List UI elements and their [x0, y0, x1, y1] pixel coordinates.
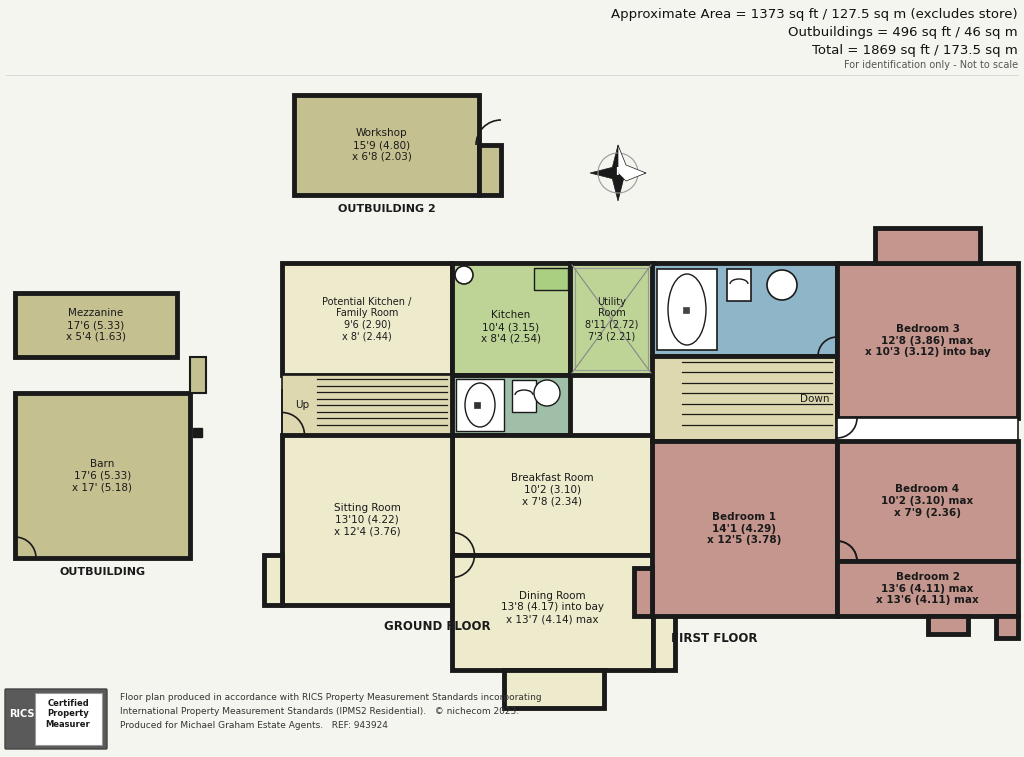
- Circle shape: [455, 266, 473, 284]
- Circle shape: [767, 270, 797, 300]
- FancyBboxPatch shape: [35, 693, 102, 745]
- Ellipse shape: [465, 383, 495, 427]
- Text: OUTBUILDING 2: OUTBUILDING 2: [338, 204, 435, 214]
- Bar: [652, 263, 837, 356]
- Bar: [474, 402, 480, 408]
- Bar: [653, 615, 675, 670]
- Text: Bedroom 3
12'8 (3.86) max
x 10'3 (3.12) into bay: Bedroom 3 12'8 (3.86) max x 10'3 (3.12) …: [864, 324, 990, 357]
- Bar: [452, 435, 653, 555]
- Text: Bedroom 1
14'1 (4.29)
x 12'5 (3.78): Bedroom 1 14'1 (4.29) x 12'5 (3.78): [708, 512, 781, 545]
- Bar: [479, 145, 501, 195]
- Text: GROUND FLOOR: GROUND FLOOR: [384, 621, 490, 634]
- Text: Utility
Room
8'11 (2.72)
7'3 (2.21): Utility Room 8'11 (2.72) 7'3 (2.21): [585, 297, 638, 341]
- Polygon shape: [590, 145, 646, 201]
- Text: Breakfast Room
10'2 (3.10)
x 7'8 (2.34): Breakfast Room 10'2 (3.10) x 7'8 (2.34): [511, 473, 594, 506]
- Text: Bedroom 2
13'6 (4.11) max
x 13'6 (4.11) max: Bedroom 2 13'6 (4.11) max x 13'6 (4.11) …: [877, 572, 979, 605]
- Bar: [190, 357, 206, 393]
- Text: OUTBUILDING: OUTBUILDING: [59, 567, 145, 577]
- Bar: [996, 616, 1018, 638]
- Polygon shape: [618, 145, 646, 181]
- FancyBboxPatch shape: [5, 689, 106, 749]
- Text: Mezzanine
17'6 (5.33)
x 5'4 (1.63): Mezzanine 17'6 (5.33) x 5'4 (1.63): [66, 308, 126, 341]
- Text: Workshop
15'9 (4.80)
x 6'8 (2.03): Workshop 15'9 (4.80) x 6'8 (2.03): [351, 129, 412, 161]
- Bar: [657, 269, 717, 350]
- Text: Dining Room
13'8 (4.17) into bay
x 13'7 (4.14) max: Dining Room 13'8 (4.17) into bay x 13'7 …: [501, 591, 604, 624]
- Bar: [575, 268, 648, 370]
- Bar: [452, 555, 653, 670]
- Bar: [512, 380, 536, 412]
- Text: Certified
Property
Measurer: Certified Property Measurer: [46, 699, 90, 729]
- Bar: [15, 293, 177, 357]
- Bar: [928, 616, 968, 634]
- Text: RICS: RICS: [9, 709, 35, 719]
- Text: Up: Up: [295, 400, 309, 410]
- Bar: [452, 263, 570, 375]
- Bar: [653, 445, 675, 495]
- Text: N: N: [615, 167, 623, 177]
- Bar: [282, 435, 452, 605]
- Bar: [727, 269, 751, 301]
- Bar: [294, 95, 479, 195]
- Circle shape: [534, 380, 560, 406]
- Bar: [874, 228, 980, 263]
- Bar: [570, 263, 653, 375]
- Bar: [837, 263, 1018, 418]
- Bar: [456, 379, 504, 431]
- Bar: [282, 375, 452, 435]
- Bar: [683, 307, 689, 313]
- Text: International Property Measurement Standards (IPMS2 Residential).   © nichecom 2: International Property Measurement Stand…: [120, 706, 519, 715]
- Text: Total = 1869 sq ft / 173.5 sq m: Total = 1869 sq ft / 173.5 sq m: [812, 44, 1018, 57]
- Text: FIRST FLOOR: FIRST FLOOR: [672, 631, 758, 644]
- Bar: [264, 555, 282, 605]
- Bar: [282, 263, 452, 375]
- Bar: [837, 561, 1018, 616]
- Text: Barn
17'6 (5.33)
x 17' (5.18): Barn 17'6 (5.33) x 17' (5.18): [73, 459, 132, 492]
- Text: Approximate Area = 1373 sq ft / 127.5 sq m (excludes store): Approximate Area = 1373 sq ft / 127.5 sq…: [611, 8, 1018, 21]
- Text: Outbuildings = 496 sq ft / 46 sq m: Outbuildings = 496 sq ft / 46 sq m: [788, 26, 1018, 39]
- Bar: [634, 568, 652, 616]
- Bar: [837, 418, 1018, 441]
- Text: Produced for Michael Graham Estate Agents.   REF: 943924: Produced for Michael Graham Estate Agent…: [120, 721, 388, 730]
- Text: Potential Kitchen /
Family Room
9'6 (2.90)
x 8' (2.44): Potential Kitchen / Family Room 9'6 (2.9…: [323, 297, 412, 341]
- Bar: [504, 670, 604, 708]
- Text: For identification only - Not to scale: For identification only - Not to scale: [844, 60, 1018, 70]
- Bar: [652, 441, 837, 616]
- Text: Bedroom 4
10'2 (3.10) max
x 7'9 (2.36): Bedroom 4 10'2 (3.10) max x 7'9 (2.36): [882, 484, 974, 518]
- Text: Sitting Room
13'10 (4.22)
x 12'4 (3.76): Sitting Room 13'10 (4.22) x 12'4 (3.76): [334, 503, 400, 537]
- Text: Floor plan produced in accordance with RICS Property Measurement Standards incor: Floor plan produced in accordance with R…: [120, 693, 542, 702]
- Bar: [534, 268, 568, 290]
- Text: Down: Down: [800, 394, 829, 403]
- Bar: [452, 375, 570, 435]
- Bar: [652, 356, 837, 441]
- Bar: [15, 393, 190, 558]
- Bar: [837, 441, 1018, 561]
- Bar: [193, 428, 202, 437]
- Text: Kitchen
10'4 (3.15)
x 8'4 (2.54): Kitchen 10'4 (3.15) x 8'4 (2.54): [481, 310, 541, 344]
- Ellipse shape: [668, 274, 706, 345]
